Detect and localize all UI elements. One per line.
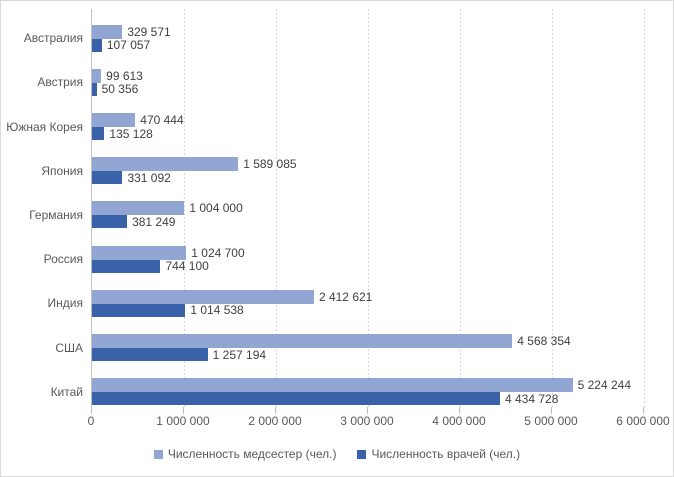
axis-tick	[183, 407, 184, 414]
doctors-swatch-icon	[357, 449, 367, 459]
legend: Численность медсестер (чел.) Численность …	[1, 447, 673, 461]
x-tick-label: 6 000 000	[616, 414, 670, 428]
category-label: Австрия	[37, 75, 83, 90]
nurses-value-label: 470 444	[140, 113, 184, 128]
nurses-value-label: 99 613	[106, 68, 143, 83]
category-axis: Австралия Австрия Южная Корея Япония Германи…	[1, 9, 83, 407]
category-row: 5 224 244 4 434 728	[92, 363, 644, 407]
x-tick-label: 5 000 000	[524, 414, 578, 428]
doctors-value-label: 107 057	[106, 38, 151, 53]
nurses-bar[interactable]	[92, 68, 102, 83]
x-tick-label: 0	[87, 414, 95, 428]
axis-tick	[275, 407, 276, 414]
category-row: 2 412 621 1 014 538	[92, 274, 644, 318]
doctors-value-label: 135 128	[109, 126, 153, 141]
gridline	[368, 9, 369, 407]
doctors-value-label: 381 249	[132, 214, 176, 229]
gridline	[644, 9, 645, 407]
doctors-bar[interactable]	[92, 348, 208, 362]
x-tick-label: 3 000 000	[340, 414, 394, 428]
category-label: США	[55, 340, 83, 355]
category-row: 4 568 354 1 257 194	[92, 319, 644, 363]
category-label: Япония	[41, 163, 83, 178]
nurses-value-label: 4 568 354	[517, 334, 571, 349]
gridline	[552, 9, 553, 407]
doctors-bar[interactable]	[92, 392, 500, 406]
nurses-bar[interactable]	[92, 157, 239, 172]
nurses-swatch-icon	[153, 449, 163, 459]
doctors-bar[interactable]	[92, 303, 186, 317]
nurses-value-label: 1 004 000	[189, 201, 243, 216]
axis-tick	[367, 407, 368, 414]
axis-tick	[91, 407, 92, 414]
doctors-bar[interactable]	[92, 171, 123, 185]
doctors-value-label: 331 092	[127, 170, 171, 185]
category-row: 1 589 085 331 092	[92, 142, 644, 186]
nurses-bar[interactable]	[92, 24, 123, 39]
nurses-bar[interactable]	[92, 378, 573, 393]
legend-item-doctors[interactable]: Численность врачей (чел.)	[357, 447, 520, 461]
doctors-value-label: 1 014 538	[190, 303, 244, 318]
axis-tick	[459, 407, 460, 414]
legend-label: Численность врачей (чел.)	[371, 447, 521, 461]
category-row: 329 571 107 057	[92, 9, 644, 53]
plot-area: 329 571 107 057 99 613 50 356 470 444 135 128…	[91, 9, 645, 407]
axis-tick	[551, 407, 552, 414]
category-label: Россия	[43, 252, 83, 267]
nurses-value-label: 1 589 085	[243, 157, 297, 172]
category-row: 99 613 50 356	[92, 53, 644, 97]
category-label: Индия	[47, 296, 83, 311]
category-label: Германия	[29, 207, 83, 222]
x-tick-label: 4 000 000	[432, 414, 486, 428]
legend-label: Численность медсестер (чел.)	[167, 447, 337, 461]
gridline	[184, 9, 185, 407]
nurses-bar[interactable]	[92, 245, 187, 260]
doctors-value-label: 1 257 194	[212, 347, 267, 362]
doctors-bar[interactable]	[92, 38, 102, 52]
nurses-value-label: 329 571	[127, 24, 171, 39]
legend-item-nurses[interactable]: Численность медсестер (чел.)	[153, 447, 337, 461]
nurses-value-label: 5 224 244	[577, 378, 632, 393]
doctors-value-label: 4 434 728	[504, 391, 559, 406]
doctors-bar[interactable]	[92, 215, 128, 229]
nurses-bar[interactable]	[92, 201, 185, 216]
doctors-bar[interactable]	[92, 259, 161, 273]
category-label: Южная Корея	[6, 119, 83, 134]
axis-tick	[643, 407, 644, 414]
nurses-value-label: 2 412 621	[318, 289, 373, 304]
gridline	[460, 9, 461, 407]
doctors-bar[interactable]	[92, 127, 105, 141]
doctors-value-label: 50 356	[101, 82, 139, 97]
doctors-bar[interactable]	[92, 82, 97, 96]
x-tick-label: 2 000 000	[248, 414, 302, 428]
category-label: Китай	[50, 384, 83, 399]
nurses-bar[interactable]	[92, 113, 136, 128]
nurses-value-label: 1 024 700	[191, 245, 245, 260]
category-row: 1 004 000 381 249	[92, 186, 644, 230]
gridline	[276, 9, 277, 407]
nurses-bar[interactable]	[92, 334, 513, 349]
x-tick-label: 1 000 000	[156, 414, 210, 428]
category-row: 470 444 135 128	[92, 97, 644, 141]
category-label: Австралия	[23, 31, 83, 46]
doctors-value-label: 744 100	[165, 259, 209, 274]
nurses-bar[interactable]	[92, 289, 314, 304]
category-row: 1 024 700 744 100	[92, 230, 644, 274]
